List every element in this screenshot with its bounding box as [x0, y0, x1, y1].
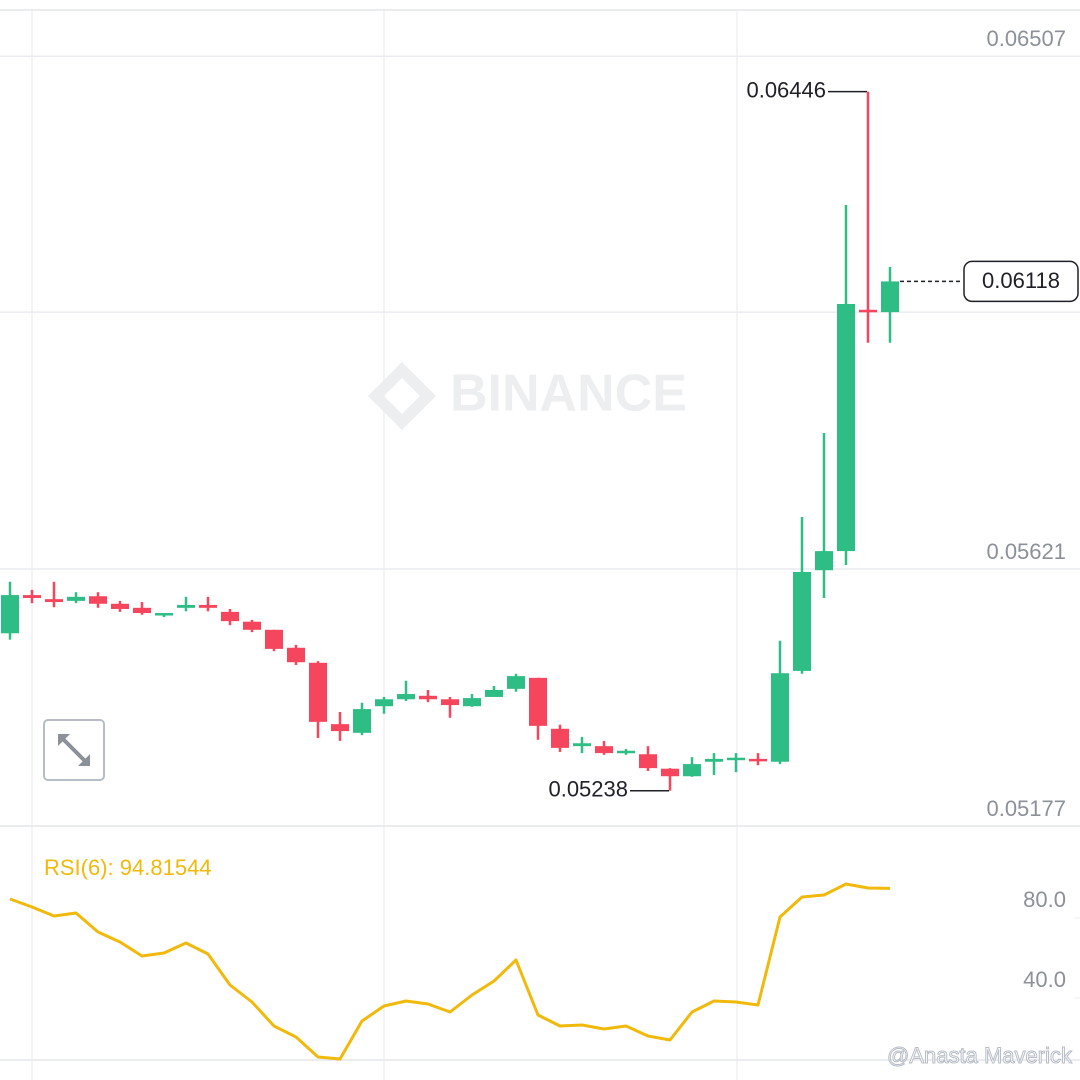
- candle-body: [177, 604, 195, 608]
- candle-body: [573, 743, 591, 747]
- low-marker-label: 0.05238: [548, 777, 628, 802]
- rsi-label: RSI(6): 94.81544: [44, 855, 212, 880]
- credit: @Anasta Maverick: [887, 1043, 1073, 1068]
- candle-body: [485, 690, 503, 697]
- candle-body: [155, 613, 173, 616]
- high-marker-label: 0.06446: [746, 77, 826, 102]
- candle-body: [705, 758, 723, 762]
- candle-body: [683, 764, 701, 777]
- candle-body: [67, 596, 85, 601]
- candle-body: [551, 728, 569, 748]
- candle-body: [221, 611, 239, 622]
- candle-body: [287, 647, 305, 663]
- candle-body: [507, 676, 525, 689]
- candle-body: [749, 758, 767, 762]
- rsi-tick-label: 40.0: [1023, 967, 1066, 992]
- candle-body: [771, 673, 789, 762]
- y-tick-label: 0.05621: [986, 539, 1066, 564]
- candle-body: [463, 698, 481, 707]
- candle-body: [133, 607, 151, 614]
- candle-body: [881, 281, 899, 313]
- last-price-label: 0.06118: [982, 268, 1060, 293]
- candle-body: [397, 694, 415, 700]
- watermark-logo: [368, 362, 436, 430]
- candle-body: [639, 754, 657, 769]
- candle-body: [595, 746, 613, 754]
- candle-body: [265, 629, 283, 649]
- y-tick-label: 0.05177: [986, 796, 1066, 821]
- last-price-box: [963, 260, 1079, 303]
- candle-body: [89, 596, 107, 604]
- candle-body: [859, 309, 877, 313]
- candle-body: [793, 571, 811, 671]
- candle-body: [243, 621, 261, 630]
- candle-body: [837, 303, 855, 552]
- candle-body: [331, 724, 349, 732]
- rsi-tick-label: 80.0: [1023, 887, 1066, 912]
- candle-body: [353, 709, 371, 733]
- plot: 0.051770.056210.060650.0650780.040.00.06…: [0, 26, 1080, 1061]
- candle-body: [815, 551, 833, 571]
- rsi-line: [9, 882, 891, 1061]
- y-tick-label: 0.06507: [986, 26, 1066, 51]
- candle-body: [309, 662, 327, 722]
- candle-body: [1, 595, 19, 634]
- candle-body: [23, 595, 41, 598]
- candle-body: [661, 768, 679, 777]
- candle-body: [727, 757, 745, 761]
- candle-body: [617, 750, 635, 754]
- candle-body: [529, 677, 547, 726]
- candle-body: [441, 699, 459, 706]
- candle-body: [45, 599, 63, 603]
- candle-body: [199, 604, 217, 608]
- candle-body: [419, 695, 437, 700]
- watermark: BINANCE: [450, 365, 687, 423]
- candle-body: [375, 699, 393, 707]
- candle-body: [111, 603, 129, 609]
- expand-button[interactable]: [43, 719, 105, 781]
